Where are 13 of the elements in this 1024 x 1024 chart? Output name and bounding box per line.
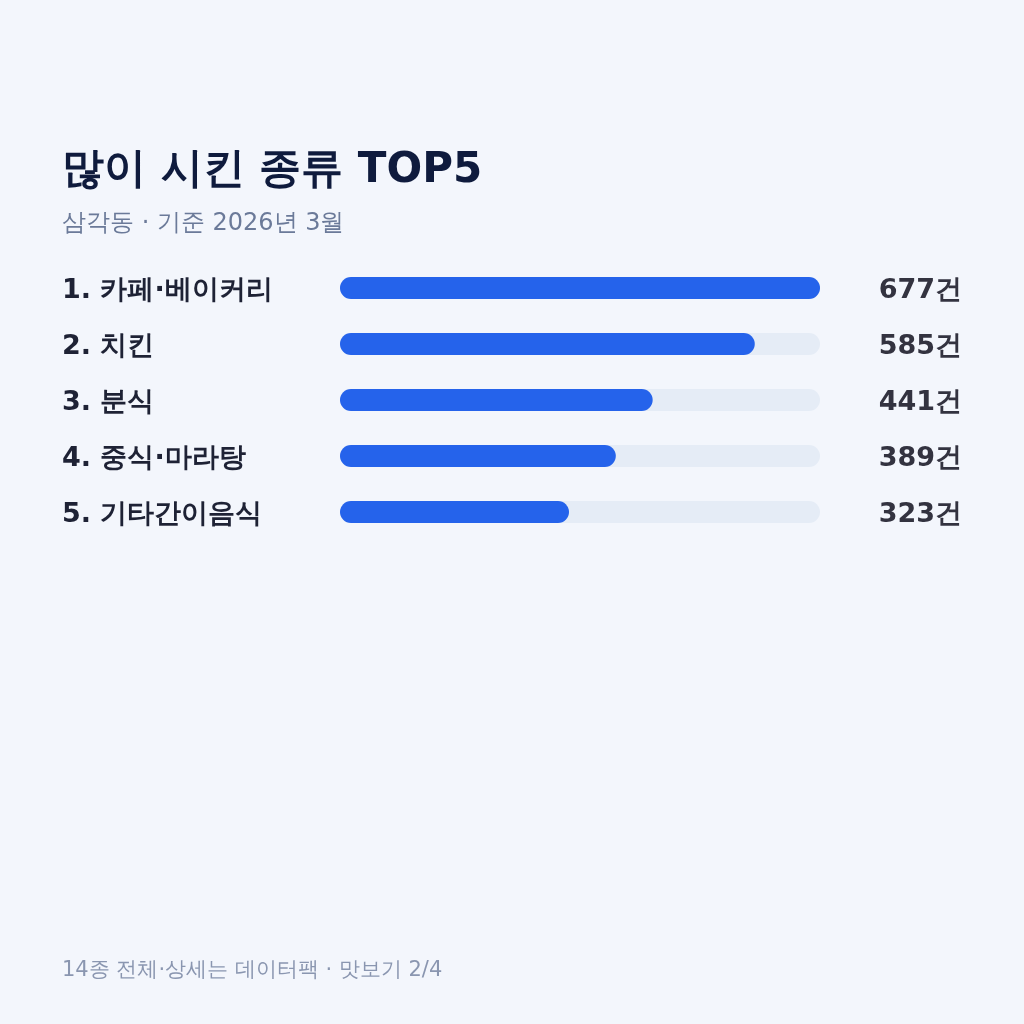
y-tick-label: 5. 기타간이음식 bbox=[62, 497, 263, 528]
data-label: 323건 bbox=[878, 497, 962, 528]
y-tick-label: 2. 치킨 bbox=[62, 329, 155, 360]
chart-subtitle: 삼각동 · 기준 2026년 3월 bbox=[62, 208, 345, 236]
y-tick-label: 3. 분식 bbox=[62, 385, 155, 416]
data-label: 389건 bbox=[878, 441, 962, 472]
data-label: 677건 bbox=[878, 273, 962, 304]
data-label: 441건 bbox=[878, 385, 962, 416]
y-tick-label: 1. 카페·베이커리 bbox=[62, 273, 273, 304]
y-tick-label: 4. 중식·마라탕 bbox=[62, 441, 246, 472]
text: 14종 전체·상세는 데이터팩 · 맛보기 2/4 bbox=[62, 957, 443, 981]
chart-title: 많이 시킨 종류 TOP5 bbox=[62, 143, 483, 192]
data-label: 585건 bbox=[878, 329, 962, 360]
